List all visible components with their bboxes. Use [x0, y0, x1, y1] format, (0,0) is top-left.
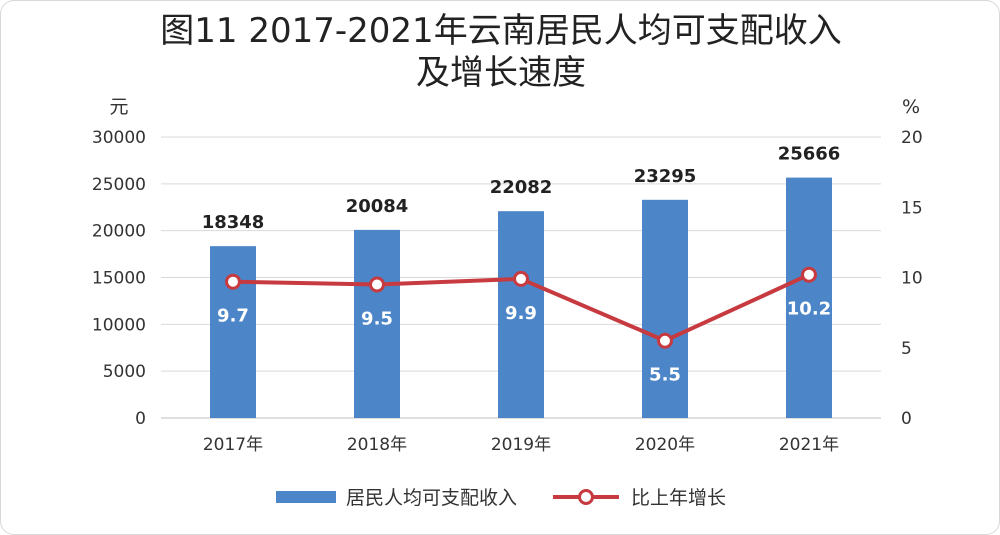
category-label: 2021年: [779, 435, 839, 455]
growth-point: [801, 266, 817, 283]
bar-value-label: 23295: [634, 166, 697, 187]
growth-value-label: 10.2: [787, 299, 831, 320]
growth-value-label: 9.9: [505, 303, 537, 324]
legend: 居民人均可支配收入 比上年增长: [1, 483, 999, 510]
y-right-tick-label: 0: [901, 409, 912, 429]
growth-point: [657, 332, 673, 349]
legend-label-growth: 比上年增长: [631, 487, 727, 509]
growth-value-label: 5.5: [649, 365, 681, 386]
chart-title-line1: 图11 2017-2021年云南居民人均可支配收入: [160, 11, 842, 51]
category-label: 2019年: [491, 435, 551, 455]
bar: [210, 246, 256, 418]
y-right-tick-label: 10: [901, 269, 923, 289]
bar: [642, 199, 688, 418]
y-right-tick-label: 20: [901, 128, 923, 148]
bar: [498, 211, 544, 418]
legend-label-income: 居民人均可支配收入: [345, 487, 517, 509]
legend-swatch-bar: [275, 490, 336, 503]
y-left-tick-label: 30000: [92, 128, 146, 148]
y-right-unit: %: [902, 96, 920, 118]
growth-point: [369, 276, 385, 293]
y-left-tick-label: 5000: [103, 362, 146, 382]
y-right-tick-label: 5: [901, 339, 912, 359]
y-right-tick-label: 15: [901, 198, 923, 218]
y-left-unit: 元: [109, 96, 128, 118]
y-left-tick-label: 25000: [92, 175, 146, 195]
bar-value-label: 25666: [778, 144, 841, 165]
growth-value-label: 9.7: [217, 306, 249, 327]
growth-point: [513, 270, 529, 287]
bar: [354, 229, 400, 418]
legend-item-growth: 比上年增长: [551, 483, 726, 510]
category-label: 2017年: [203, 435, 263, 455]
bar-value-label: 18348: [202, 212, 265, 233]
bar: [786, 177, 832, 418]
legend-swatch-line: [553, 488, 619, 505]
legend-item-income: 居民人均可支配收入: [275, 483, 517, 510]
bar-value-label: 20084: [346, 196, 409, 217]
y-left-tick-label: 20000: [92, 222, 146, 242]
bar-value-label: 22082: [490, 177, 553, 198]
growth-value-label: 9.5: [361, 309, 393, 330]
y-left-tick-label: 0: [135, 409, 146, 429]
chart-title-line2: 及增长速度: [416, 53, 586, 93]
growth-point: [225, 273, 241, 290]
y-left-tick-label: 10000: [92, 315, 146, 335]
category-label: 2018年: [347, 435, 407, 455]
category-label: 2020年: [635, 435, 695, 455]
y-left-tick-label: 15000: [92, 269, 146, 289]
